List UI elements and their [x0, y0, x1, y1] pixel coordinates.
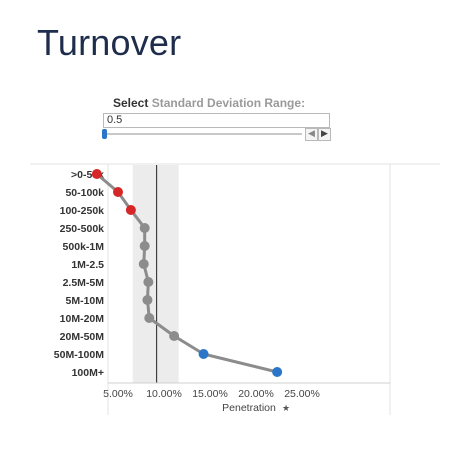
step-prev-button[interactable]: ◀ — [305, 128, 318, 141]
page-title: Turnover — [37, 22, 182, 63]
row-label: 50M-100M — [54, 349, 104, 361]
data-point — [125, 205, 136, 215]
parameter-label: Select Standard Deviation Range: — [113, 96, 305, 110]
data-point — [198, 349, 209, 359]
row-label: 2.5M-5M — [63, 277, 105, 289]
data-point — [272, 367, 283, 377]
row-label: 20M-50M — [60, 331, 105, 343]
x-axis-title: Penetration — [222, 402, 276, 414]
data-point — [143, 277, 154, 287]
chevron-right-icon: ▶ — [321, 129, 328, 139]
data-point — [138, 259, 149, 269]
chevron-left-icon: ◀ — [308, 129, 315, 139]
x-tick-label: 15.00% — [192, 388, 228, 400]
data-point — [113, 187, 123, 197]
data-point — [144, 313, 155, 323]
series-line — [95, 172, 279, 374]
std-dev-slider-track[interactable] — [104, 133, 302, 135]
row-label: 100M+ — [72, 367, 104, 379]
parameter-label-light: Standard Deviation Range: — [151, 96, 306, 110]
row-label: 500k-1M — [63, 241, 105, 253]
data-point — [142, 295, 153, 305]
x-tick-label: 5.00% — [103, 388, 133, 400]
data-point — [139, 223, 150, 233]
row-label: 100-250k — [60, 205, 105, 217]
data-point — [91, 169, 102, 179]
row-label: 50-100k — [65, 187, 104, 199]
std-dev-range-input[interactable]: 0.5 — [103, 113, 330, 128]
x-tick-label: 20.00% — [238, 388, 274, 400]
parameter-label-bold: Select — [113, 96, 149, 110]
step-next-button[interactable]: ▶ — [318, 128, 331, 141]
std-dev-band — [132, 165, 179, 383]
row-label: 10M-20M — [60, 313, 105, 325]
data-point — [139, 241, 150, 251]
std-dev-slider-thumb[interactable] — [102, 129, 107, 139]
pin-icon: ★ — [282, 403, 290, 413]
row-label: 1M-2.5 — [71, 259, 104, 271]
row-label: 5M-10M — [65, 295, 104, 307]
x-tick-label: 10.00% — [146, 388, 182, 400]
data-point — [169, 331, 180, 341]
row-label: 250-500k — [60, 223, 105, 235]
x-tick-label: 25.00% — [284, 388, 320, 400]
